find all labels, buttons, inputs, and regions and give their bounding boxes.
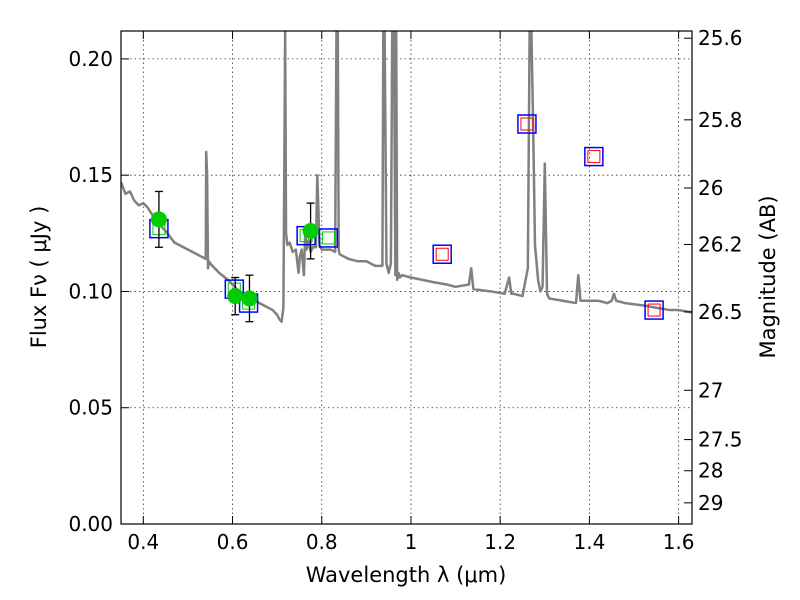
model-box-inner bbox=[587, 150, 601, 164]
observed-point bbox=[227, 288, 244, 305]
model-box bbox=[318, 228, 339, 248]
y-axis-label: Flux Fν ( μJy ) bbox=[27, 206, 51, 349]
y-tick-label: 0.00 bbox=[68, 512, 113, 536]
observed-point bbox=[150, 211, 167, 228]
y-tick-label: 0.05 bbox=[68, 396, 113, 420]
observed-point bbox=[302, 222, 319, 239]
model-box-inner bbox=[520, 117, 534, 131]
model-box-inner bbox=[435, 247, 449, 261]
y-tick-label: 0.15 bbox=[68, 163, 113, 187]
ticks: 0.4 0.6 0.8 1 1.2 1.4 1.6 0.00 0.05 0.10 0.15 0.20 2… bbox=[68, 26, 742, 554]
x-tick-label: 1.6 bbox=[663, 530, 695, 554]
y2-tick-label: 29 bbox=[698, 491, 723, 515]
x-tick-label: 0.8 bbox=[306, 530, 338, 554]
model-box bbox=[517, 114, 537, 134]
model-box bbox=[644, 300, 664, 320]
x-tick-label: 1 bbox=[405, 530, 418, 554]
x-tick-label: 0.6 bbox=[217, 530, 249, 554]
y2-tick-label: 26.5 bbox=[698, 300, 743, 324]
model-box bbox=[432, 244, 452, 264]
observed-point bbox=[241, 290, 258, 307]
y2-axis-label: Magnitude (AB) bbox=[756, 195, 780, 358]
y2-tick-label: 27 bbox=[698, 378, 723, 402]
y2-tick-label: 28 bbox=[698, 459, 723, 483]
x-tick-label: 0.4 bbox=[127, 530, 159, 554]
x-tick-label: 1.4 bbox=[573, 530, 605, 554]
y2-tick-label: 26.2 bbox=[698, 232, 743, 256]
y-tick-label: 0.20 bbox=[68, 47, 113, 71]
y2-tick-label: 26 bbox=[698, 176, 723, 200]
y2-tick-label: 27.5 bbox=[698, 428, 743, 452]
model-box-inner bbox=[321, 231, 335, 245]
plot-area bbox=[121, 31, 692, 323]
x-axis-label: Wavelength λ (μm) bbox=[306, 563, 507, 587]
x-tick-label: 1.2 bbox=[484, 530, 516, 554]
model-box-inner bbox=[647, 303, 661, 317]
plot-frame bbox=[120, 30, 693, 525]
sed-line bbox=[121, 31, 692, 323]
y2-tick-label: 25.8 bbox=[698, 108, 743, 132]
y2-tick-label: 25.6 bbox=[698, 26, 743, 50]
y-tick-label: 0.10 bbox=[68, 279, 113, 303]
model-box bbox=[584, 146, 604, 167]
